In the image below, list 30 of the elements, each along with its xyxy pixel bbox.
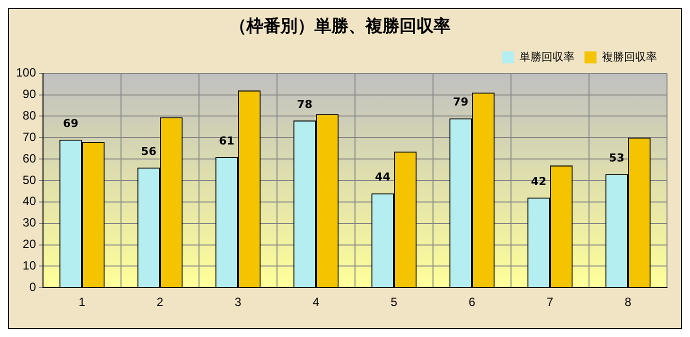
y-tick-label: 70 [22,130,36,144]
chart-title: （枠番別）単勝、複勝回収率 [230,16,450,37]
x-tick-label: 8 [624,295,632,310]
data-label: 78 [297,98,312,111]
x-tick-label: 5 [390,295,398,310]
x-tick-label: 1 [78,295,86,310]
y-tick-label: 20 [22,237,36,252]
data-label: 61 [219,134,234,148]
y-tick-label: 90 [22,87,36,102]
data-label: 44 [375,170,391,184]
data-label: 53 [609,151,624,164]
legend-label: 複勝回収率 [602,50,657,64]
x-tick-label: 3 [234,295,242,310]
data-label: 69 [63,117,78,130]
x-tick-label: 2 [156,295,164,310]
x-tick-label: 4 [312,295,320,310]
data-label: 56 [141,145,157,158]
x-tick-label: 6 [468,295,476,310]
y-tick-label: 50 [22,172,36,187]
x-tick-label: 7 [546,295,554,310]
y-tick-label: 60 [22,151,36,166]
data-label: 42 [531,174,546,188]
y-tick-label: 30 [22,216,36,230]
y-tick-label: 40 [22,194,36,208]
y-tick-label: 10 [22,258,36,272]
y-tick-label: 100 [16,66,36,80]
y-tick-label: 80 [22,108,36,123]
legend-label: 単勝回収率 [520,50,574,64]
data-label: 79 [453,96,468,109]
y-tick-label: 0 [29,280,36,294]
